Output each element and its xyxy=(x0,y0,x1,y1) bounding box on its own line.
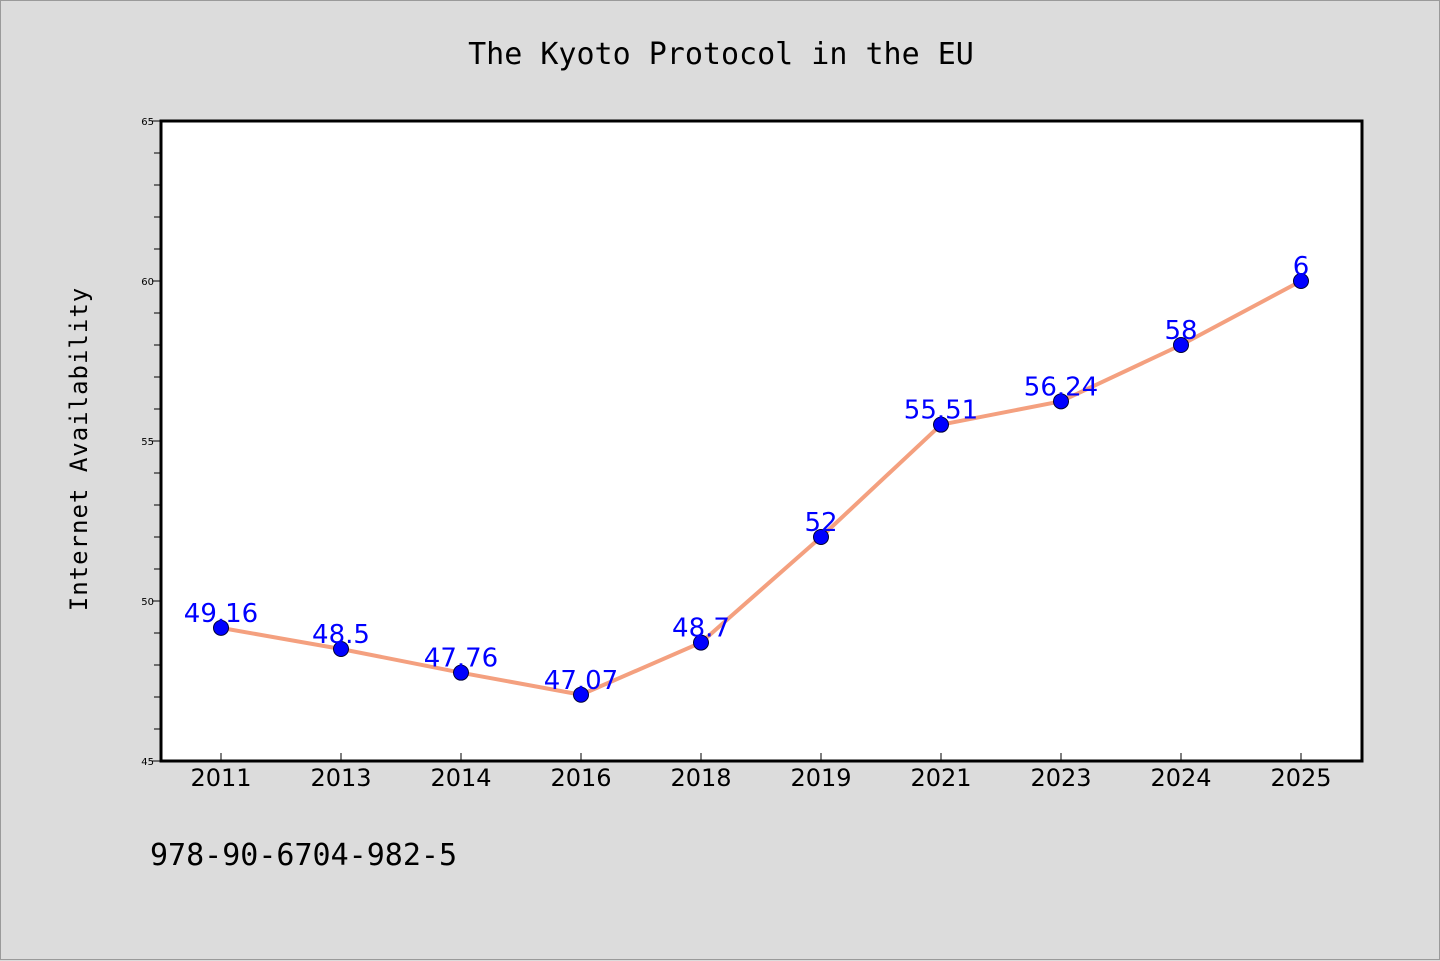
data-label: 47.07 xyxy=(544,666,618,696)
x-tick-label: 2018 xyxy=(670,764,731,792)
data-label: 49.16 xyxy=(184,599,258,629)
data-label: 58 xyxy=(1164,316,1197,346)
y-tick-label: 60 xyxy=(141,277,154,288)
data-point xyxy=(693,634,709,651)
x-tick-label: 2016 xyxy=(550,764,611,792)
data-point xyxy=(813,529,829,545)
data-point xyxy=(1173,337,1189,353)
y-tick-label: 45 xyxy=(141,757,154,768)
x-tick-label: 2014 xyxy=(430,764,491,792)
data-point xyxy=(1053,393,1069,410)
data-point xyxy=(453,664,469,681)
x-tick-label: 2013 xyxy=(310,764,371,792)
data-label: 47.76 xyxy=(424,644,498,674)
x-tick-label: 2019 xyxy=(790,764,851,792)
footer-note: 978-90-6704-982-5 xyxy=(150,838,457,873)
data-point xyxy=(1293,273,1309,289)
x-axis: 2011 2013 2014 2016 2018 2019 2021 2023 2024 2025 xyxy=(190,753,1332,792)
x-tick-label: 2021 xyxy=(910,764,971,792)
data-label: 48.7 xyxy=(672,614,730,644)
data-label: 52 xyxy=(804,508,837,538)
x-tick-label: 2024 xyxy=(1150,764,1211,792)
y-axis-label: Internet Availability xyxy=(65,287,93,611)
chart-title: The Kyoto Protocol in the EU xyxy=(468,37,974,72)
data-point xyxy=(333,641,349,657)
data-point xyxy=(213,619,229,636)
x-tick-label: 2011 xyxy=(190,764,251,792)
data-label: 6 xyxy=(1293,252,1310,282)
y-tick-label: 50 xyxy=(141,597,154,608)
y-axis: 45 50 55 60 65 xyxy=(141,117,161,768)
series-line xyxy=(219,279,1303,697)
data-point xyxy=(933,416,949,433)
data-point xyxy=(573,686,589,703)
plot-area xyxy=(159,119,1364,763)
y-tick-label: 55 xyxy=(141,437,154,448)
data-label: 56.24 xyxy=(1024,372,1098,402)
data-label: 48.5 xyxy=(312,620,370,650)
y-tick-label: 65 xyxy=(141,117,154,128)
x-tick-label: 2023 xyxy=(1030,764,1091,792)
series: 49.16 48.5 47.76 47.07 48.7 52 55.51 56.24 58 6 xyxy=(184,252,1310,703)
data-label: 55.51 xyxy=(904,396,978,426)
x-tick-label: 2025 xyxy=(1270,764,1331,792)
